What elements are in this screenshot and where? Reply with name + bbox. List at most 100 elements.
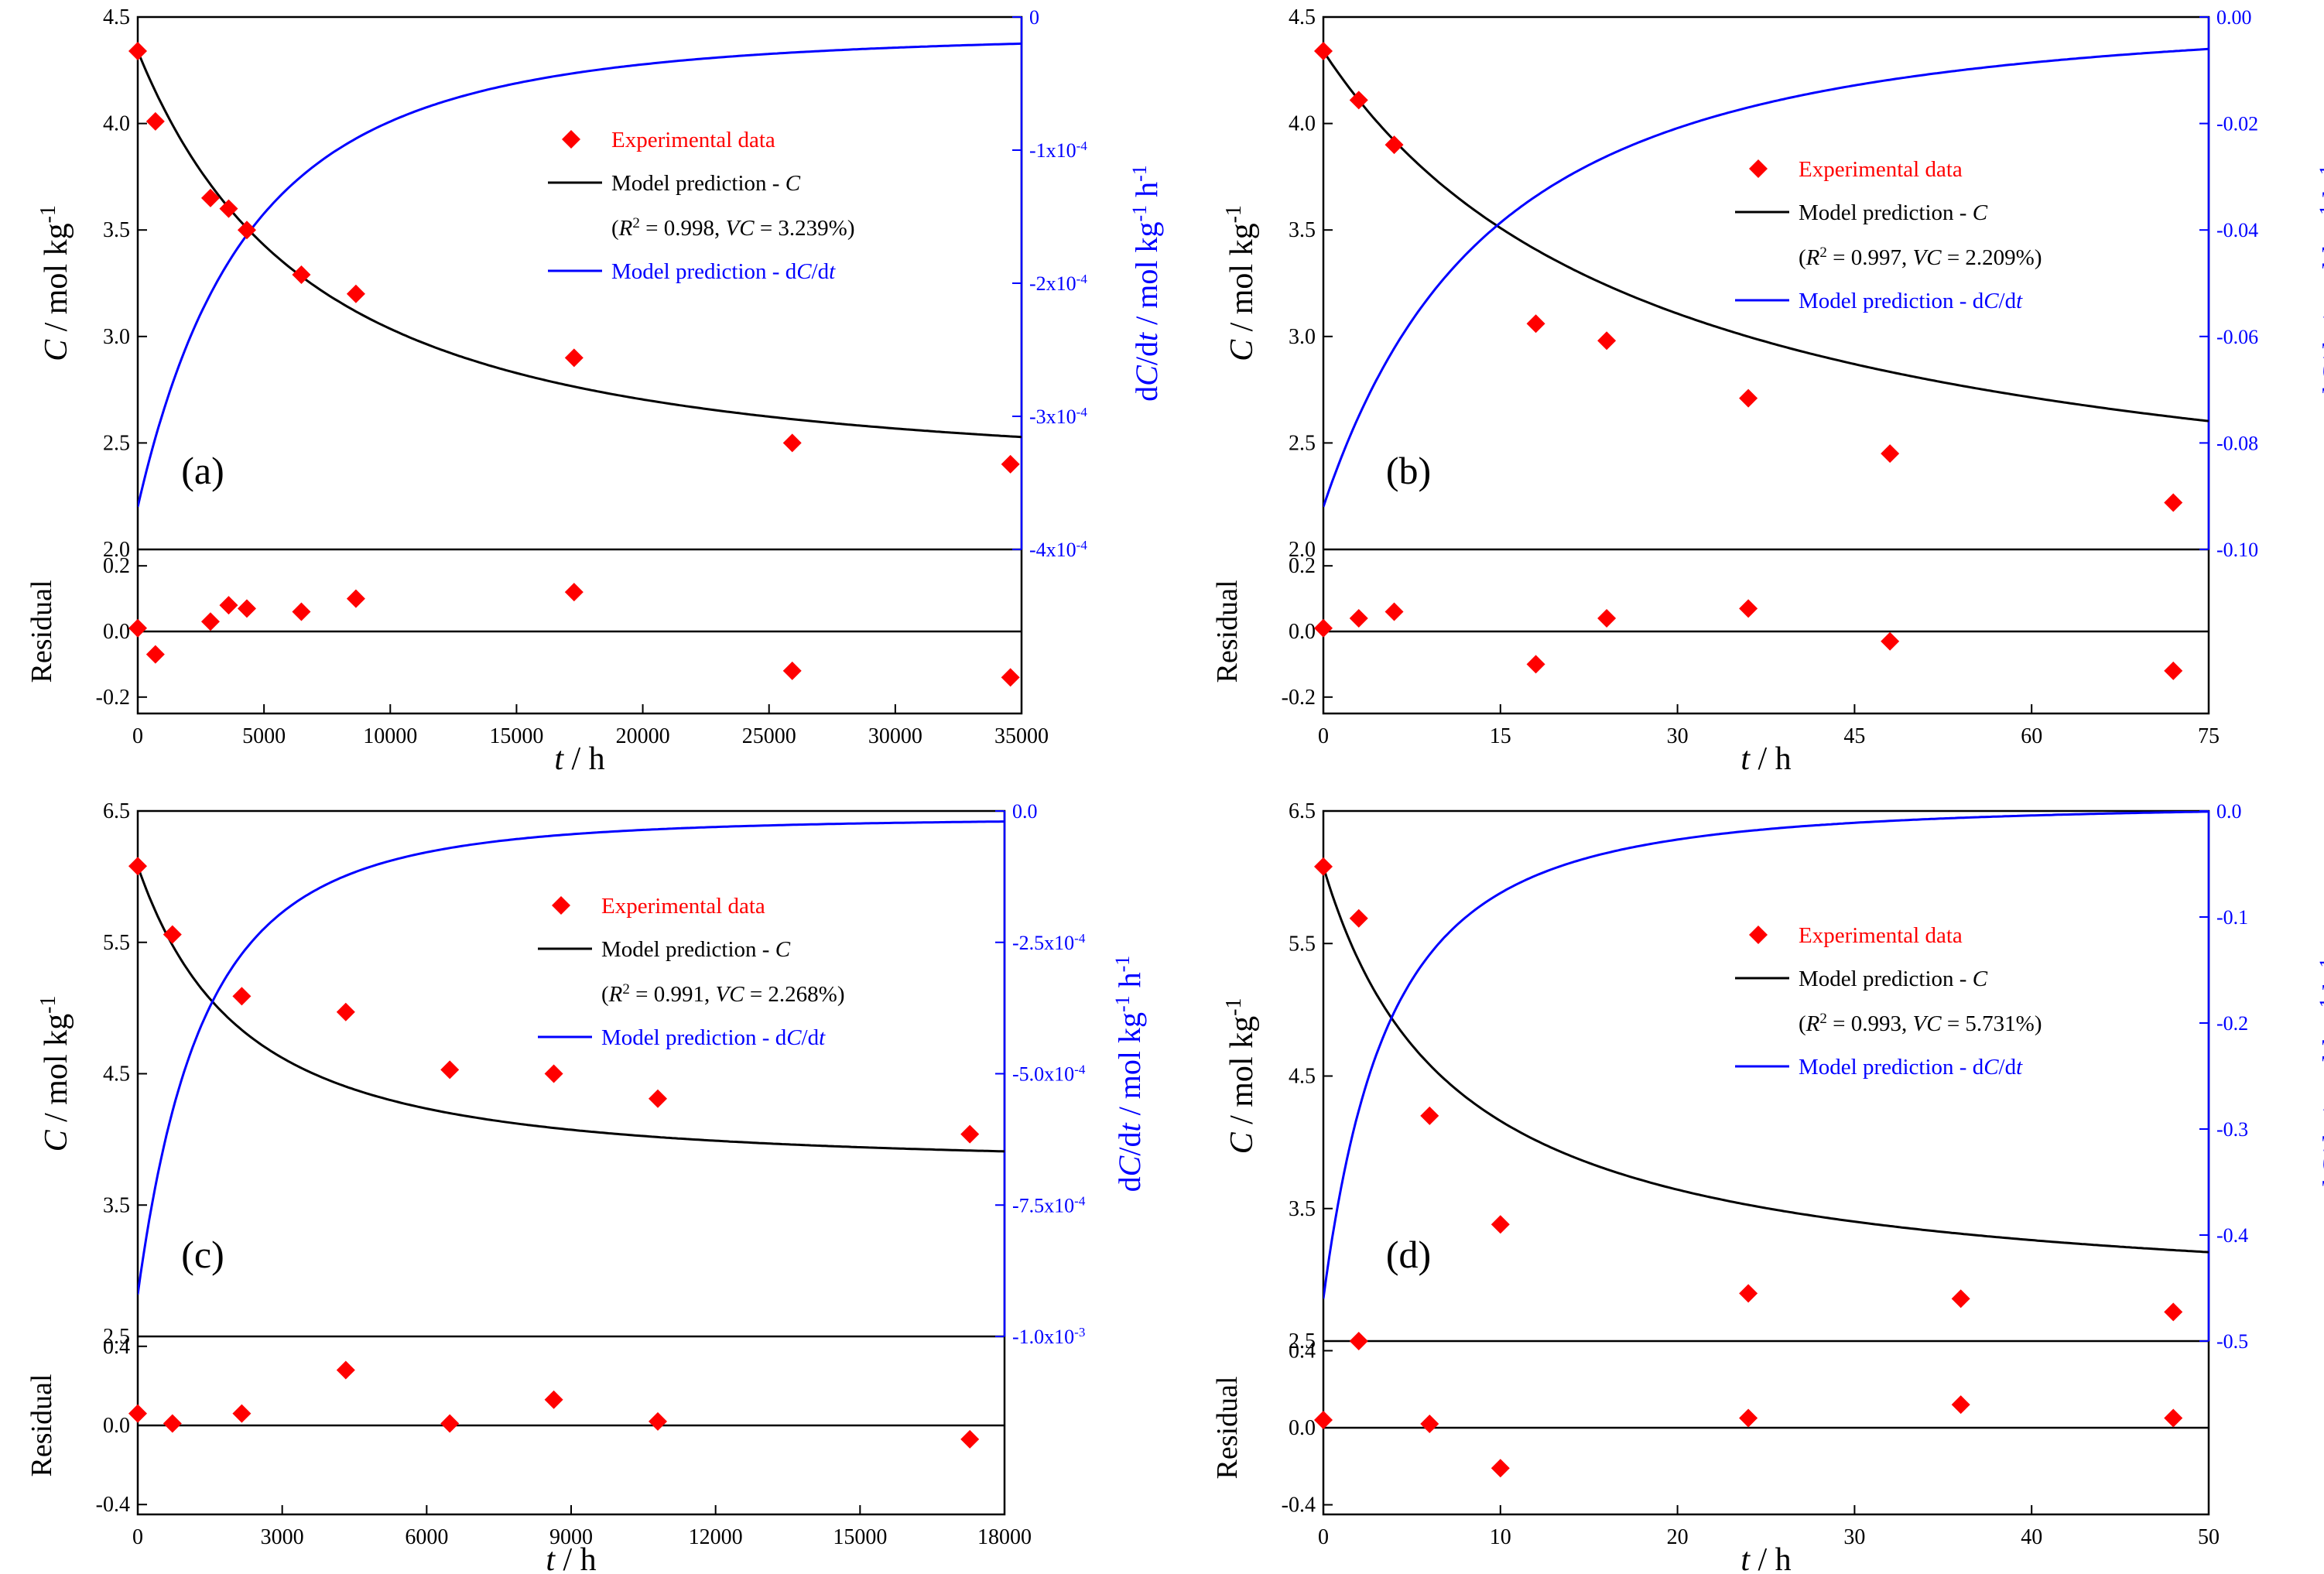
y2-tick-label: -7.5x10-4 (1012, 1193, 1086, 1217)
y-tick-label: 2.5 (103, 431, 130, 455)
model-dcdt-curve (1323, 811, 2209, 1299)
y-tick-label: 4.5 (103, 1062, 130, 1086)
legend-stats: (R2 = 0.991, VC = 2.268%) (601, 981, 844, 1008)
y-tick-label: 3.5 (103, 1193, 130, 1217)
y2-tick-label: -0.10 (2216, 539, 2258, 561)
y-tick-label: 4.5 (1289, 1065, 1316, 1089)
y2-axis-label: dC/dt / mol kg-1 h-1 (2315, 165, 2324, 402)
x-tick-label: 10 (1490, 1525, 1511, 1549)
residual-point (346, 589, 365, 608)
legend-experimental-marker (552, 896, 570, 915)
legend-experimental-label: Experimental data (601, 894, 765, 919)
experimental-point (1001, 454, 1020, 474)
experimental-point (1384, 135, 1404, 155)
residual-point (163, 1414, 182, 1433)
x-tick-label: 0 (132, 1525, 143, 1549)
legend-model-c-label: Model prediction - C (1799, 200, 1988, 225)
x-tick-label: 20000 (616, 724, 670, 748)
residual-tick-label: 0.0 (1289, 1416, 1316, 1440)
experimental-point (440, 1060, 460, 1080)
chart-panel-2: 0 3000 6000 9000 12000 15000 18000 t / h 2.5 3.5 4… (26, 799, 1147, 1574)
residual-tick-label: -0.4 (96, 1493, 130, 1517)
y2-axis-label: dC/dt / mol kg-1 h-1 (1128, 165, 1165, 402)
y-tick-label: 2.5 (103, 1325, 130, 1349)
legend-model-dcdt-label: Model prediction - dC/dt (1799, 1055, 2023, 1080)
chart-panel-0: 0 5000 10000 15000 20000 25000 30000 35000 t / h… (26, 5, 1164, 777)
residual-point (1349, 609, 1368, 628)
residual-point (237, 599, 256, 618)
residual-tick-label: 0.4 (1289, 1339, 1316, 1363)
residual-point (1314, 618, 1333, 638)
experimental-point (2164, 493, 2183, 512)
y-tick-label: 5.5 (103, 931, 130, 955)
x-axis-label: t / h (546, 1542, 596, 1574)
experimental-point (1420, 1106, 1439, 1125)
residual-axis-label: Residual (1211, 1377, 1244, 1480)
legend-experimental-marker (1749, 926, 1768, 944)
legend-model-dcdt-label: Model prediction - dC/dt (611, 259, 836, 284)
y-tick-label: 2.5 (1289, 1329, 1316, 1353)
y-tick-label: 4.5 (1289, 5, 1316, 29)
residual-point (1739, 1408, 1758, 1428)
residual-tick-label: 0.4 (103, 1335, 130, 1359)
residual-tick-label: -0.2 (96, 686, 130, 710)
y-axis-label: C / mol kg-1 (36, 996, 75, 1152)
residual-point (200, 612, 220, 631)
x-tick-label: 45 (1843, 724, 1865, 748)
y2-tick-label: -2x10-4 (1029, 272, 1087, 296)
residual-point (1739, 599, 1758, 618)
experimental-point (1951, 1289, 1970, 1309)
y2-tick-label: -0.4 (2216, 1224, 2248, 1247)
experimental-point (292, 265, 311, 284)
residual-point (292, 602, 311, 621)
legend-model-c-label: Model prediction - C (611, 171, 801, 196)
model-c-curve (1323, 50, 2209, 423)
experimental-point (163, 925, 182, 944)
chart-panel-3: 0 10 20 30 40 50 t / h 2.5 3.5 4.5 5.5 6.5 C / mol k… (1211, 799, 2324, 1574)
y2-tick-label: -3x10-4 (1029, 405, 1087, 429)
experimental-point (1314, 42, 1333, 61)
x-tick-label: 10000 (363, 724, 417, 748)
y2-tick-label: -0.04 (2216, 219, 2258, 241)
x-tick-label: 5000 (242, 724, 286, 748)
x-axis-label: t / h (554, 741, 604, 777)
x-tick-label: 20 (1667, 1525, 1689, 1549)
y2-tick-label: 0.00 (2216, 6, 2252, 29)
residual-tick-label: 0.0 (1289, 620, 1316, 644)
residual-point (2164, 1408, 2183, 1428)
x-tick-label: 60 (2021, 724, 2042, 748)
residual-tick-label: -0.2 (1282, 686, 1316, 710)
legend-experimental-label: Experimental data (1799, 923, 1963, 948)
residual-tick-label: 0.0 (103, 1414, 130, 1438)
plot-frame (136, 15, 1023, 715)
experimental-point (219, 199, 238, 218)
x-tick-label: 30 (1843, 1525, 1865, 1549)
residual-point (1491, 1459, 1510, 1478)
y-tick-label: 3.5 (1289, 1197, 1316, 1221)
residual-point (649, 1411, 667, 1431)
y2-tick-label: -0.3 (2216, 1118, 2248, 1141)
y2-tick-label: 0 (1029, 6, 1039, 29)
experimental-point (1739, 388, 1758, 408)
x-tick-label: 0 (1318, 724, 1329, 748)
residual-point (1384, 602, 1404, 621)
residual-point (336, 1360, 355, 1380)
residual-point (1349, 1332, 1368, 1350)
residual-point (1881, 631, 1900, 651)
y-axis-label: C / mol kg-1 (1222, 205, 1261, 361)
y2-tick-label: -0.2 (2216, 1012, 2248, 1035)
experimental-point (200, 188, 220, 207)
experimental-point (232, 987, 252, 1006)
experimental-point (2164, 1302, 2183, 1322)
residual-tick-label: 0.2 (103, 554, 130, 578)
residual-point (1420, 1415, 1439, 1434)
legend-stats: (R2 = 0.993, VC = 5.731%) (1799, 1011, 2042, 1037)
model-c-curve (138, 50, 1022, 439)
y2-tick-label: 0.0 (2216, 800, 2242, 823)
residual-point (145, 645, 165, 664)
experimental-point (1349, 908, 1368, 928)
y2-tick-label: -5.0x10-4 (1012, 1062, 1086, 1086)
legend-model-c-label: Model prediction - C (601, 937, 791, 962)
x-tick-label: 75 (2198, 724, 2220, 748)
x-axis-label: t / h (1740, 1542, 1791, 1574)
